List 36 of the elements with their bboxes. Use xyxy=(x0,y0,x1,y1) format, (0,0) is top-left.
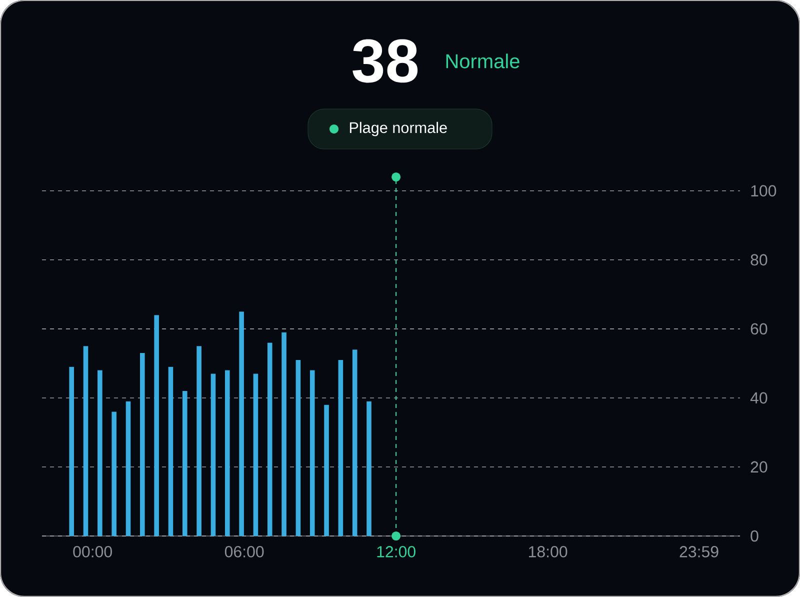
x-tick-label: 06:00 xyxy=(224,546,264,558)
y-tick-label: 100 xyxy=(751,185,776,196)
bar xyxy=(366,401,372,536)
x-tick-label: 00:00 xyxy=(73,546,112,558)
bar xyxy=(140,353,145,536)
x-tick-label: 23:59 xyxy=(680,546,718,558)
bar xyxy=(282,332,286,536)
text: Plage normale xyxy=(350,122,447,136)
bar xyxy=(338,360,344,536)
bar xyxy=(168,366,174,536)
bar xyxy=(126,401,131,536)
bar xyxy=(224,370,230,536)
bar xyxy=(253,374,258,536)
bar xyxy=(83,346,88,536)
y-tick-label: 60 xyxy=(750,323,768,335)
y-tick-label: 20 xyxy=(750,461,768,473)
bar xyxy=(69,366,74,536)
bar xyxy=(154,315,159,536)
x-tick-label: 18:00 xyxy=(528,546,568,558)
bar xyxy=(239,312,244,536)
bar xyxy=(98,370,102,536)
x-tick-label: 12:00 xyxy=(377,546,416,558)
y-tick-label: 80 xyxy=(750,254,768,266)
bar xyxy=(196,346,202,536)
bar xyxy=(352,350,358,536)
chart-title: 38 xyxy=(352,39,418,83)
y-tick-label: 40 xyxy=(750,392,768,404)
bar xyxy=(210,374,216,536)
y-tick-label: 0 xyxy=(750,530,758,542)
chart-subtitle: Normale xyxy=(446,54,520,68)
bar xyxy=(182,391,188,536)
bar xyxy=(296,360,301,536)
bar xyxy=(112,412,116,536)
bar xyxy=(324,404,329,536)
bar xyxy=(310,370,315,536)
bar xyxy=(267,342,272,536)
